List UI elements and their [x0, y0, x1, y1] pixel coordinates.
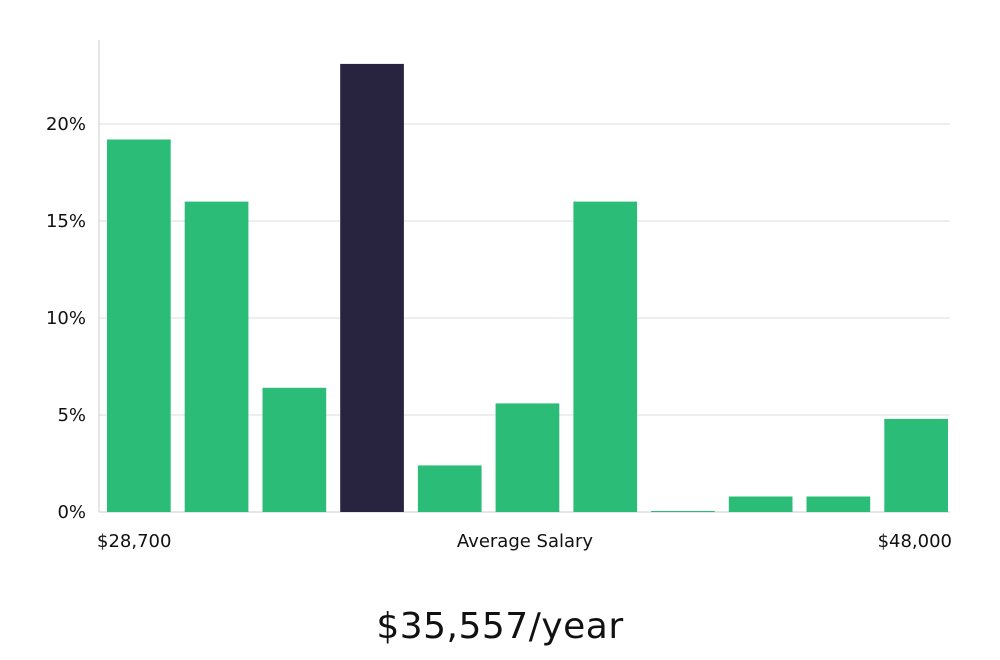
- y-tick-label: 20%: [46, 114, 86, 135]
- y-tick-label: 0%: [57, 502, 86, 523]
- x-min-label: $28,700: [97, 531, 171, 552]
- bar: [806, 496, 871, 512]
- bar: [495, 403, 560, 512]
- y-tick-label: 10%: [46, 308, 86, 329]
- bar: [184, 201, 249, 512]
- x-max-label: $48,000: [878, 531, 952, 552]
- bars: [107, 63, 948, 513]
- bar: [573, 201, 638, 512]
- bar: [262, 387, 327, 512]
- bar-highlighted: [340, 63, 404, 513]
- average-salary-headline: $35,557/year: [376, 606, 624, 647]
- bar: [651, 511, 715, 512]
- y-tick-label: 5%: [57, 405, 86, 426]
- salary-histogram: 0% 5% 10% 15% 20% $28,700 Average Salary…: [46, 40, 952, 552]
- y-tick-labels: 0% 5% 10% 15% 20%: [46, 114, 86, 523]
- y-tick-label: 15%: [46, 211, 86, 232]
- x-axis-title: Average Salary: [457, 531, 594, 552]
- bar: [107, 139, 171, 512]
- bar: [417, 465, 482, 512]
- bar: [728, 496, 793, 512]
- bar: [884, 418, 948, 512]
